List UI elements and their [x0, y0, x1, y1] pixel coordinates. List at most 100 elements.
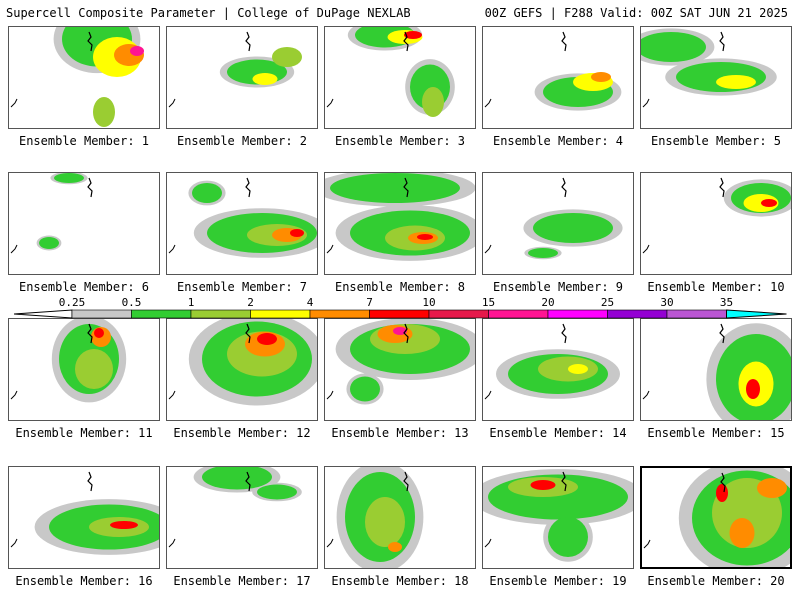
member-map-6: [10, 173, 93, 254]
scp-contour: [252, 73, 278, 85]
member-map-18: [326, 467, 424, 568]
coastline: [168, 98, 176, 108]
member-map-15: [642, 323, 791, 420]
scp-contour: [365, 497, 405, 547]
coastline: [643, 539, 651, 549]
scp-contour: [192, 183, 222, 203]
scp-contour: [93, 97, 115, 127]
member-panel-4[interactable]: [482, 26, 634, 129]
coastline: [87, 177, 93, 198]
member-panel-10[interactable]: [640, 172, 792, 275]
scp-contour: [641, 32, 706, 62]
member-caption: Ensemble Member: 14: [489, 426, 627, 440]
member-map-17: [168, 467, 302, 548]
coastline: [561, 323, 567, 344]
coastline: [719, 323, 725, 344]
member-panel-16[interactable]: [8, 466, 160, 569]
legend-swatch: [131, 309, 192, 319]
member-panel-20[interactable]: [640, 466, 792, 569]
coastline: [642, 390, 650, 400]
member-panel-8[interactable]: [324, 172, 476, 275]
legend-swatch: [309, 309, 370, 319]
coastline: [561, 471, 567, 492]
coastline: [403, 31, 409, 52]
member-map-19: [483, 469, 633, 562]
coastline: [642, 244, 650, 254]
coastline: [168, 244, 176, 254]
member-panel-6[interactable]: [8, 172, 160, 275]
member-caption: Ensemble Member: 4: [492, 134, 624, 148]
member-panel-9[interactable]: [482, 172, 634, 275]
legend-swatch: [666, 309, 727, 319]
scp-contour: [75, 349, 113, 389]
legend-swatch: [607, 309, 668, 319]
coastline: [720, 472, 726, 493]
scp-contour: [417, 234, 433, 240]
legend-swatch: [488, 309, 549, 319]
legend-swatch: [428, 309, 489, 319]
member-caption: Ensemble Member: 20: [647, 574, 785, 588]
coastline: [484, 98, 492, 108]
member-map-8: [325, 173, 475, 261]
coastline: [87, 323, 93, 344]
coastline: [10, 98, 18, 108]
member-panel-15[interactable]: [640, 318, 792, 421]
legend-label: 0.5: [121, 296, 142, 309]
member-map-16: [10, 471, 159, 555]
scp-contour: [130, 46, 144, 56]
coastline: [10, 538, 18, 548]
member-caption: Ensemble Member: 11: [15, 426, 153, 440]
legend-arrow-right: [726, 309, 787, 319]
chart-title: Supercell Composite Parameter | College …: [6, 6, 411, 20]
scp-contour: [110, 521, 138, 529]
member-map-9: [484, 177, 623, 260]
legend-label: 7: [366, 296, 373, 309]
coastline: [168, 390, 176, 400]
coastline: [245, 323, 251, 344]
member-panel-18[interactable]: [324, 466, 476, 569]
legend-swatch: [71, 309, 132, 319]
coastline: [326, 244, 334, 254]
coastline: [561, 177, 567, 198]
member-panel-3[interactable]: [324, 26, 476, 129]
scp-contour: [716, 484, 728, 502]
member-caption: Ensemble Member: 16: [15, 574, 153, 588]
member-panel-11[interactable]: [8, 318, 160, 421]
coastline: [484, 244, 492, 254]
scp-contour: [533, 213, 613, 243]
legend-label: 25: [600, 296, 615, 309]
member-panel-7[interactable]: [166, 172, 318, 275]
member-caption: Ensemble Member: 18: [331, 574, 469, 588]
scp-contour: [716, 75, 756, 89]
member-caption: Ensemble Member: 1: [18, 134, 150, 148]
member-panel-14[interactable]: [482, 318, 634, 421]
member-map-4: [484, 31, 622, 111]
member-panel-13[interactable]: [324, 318, 476, 421]
member-panel-2[interactable]: [166, 26, 318, 129]
scp-contour: [54, 173, 84, 183]
coastline: [403, 471, 409, 492]
coastline: [484, 390, 492, 400]
member-map-13: [326, 319, 475, 405]
member-map-2: [168, 31, 302, 108]
member-caption: Ensemble Member: 15: [647, 426, 785, 440]
scp-contour: [388, 542, 402, 552]
member-caption: Ensemble Member: 2: [176, 134, 308, 148]
member-caption: Ensemble Member: 7: [176, 280, 308, 294]
scp-contour: [757, 478, 787, 498]
legend-arrow-left: [14, 309, 73, 319]
run-valid-time: 00Z GEFS | F288 Valid: 00Z SAT JUN 21 20…: [484, 6, 788, 20]
member-panel-5[interactable]: [640, 26, 792, 129]
scp-contour: [272, 47, 302, 67]
member-panel-19[interactable]: [482, 466, 634, 569]
member-caption: Ensemble Member: 5: [650, 134, 782, 148]
legend-bar: [14, 309, 787, 319]
scp-contour: [94, 328, 104, 338]
scp-contour: [202, 467, 272, 490]
member-panel-1[interactable]: [8, 26, 160, 129]
legend-swatch: [190, 309, 251, 319]
member-panel-17[interactable]: [166, 466, 318, 569]
member-panel-12[interactable]: [166, 318, 318, 421]
scp-contour: [548, 517, 588, 557]
member-map-12: [168, 319, 317, 406]
